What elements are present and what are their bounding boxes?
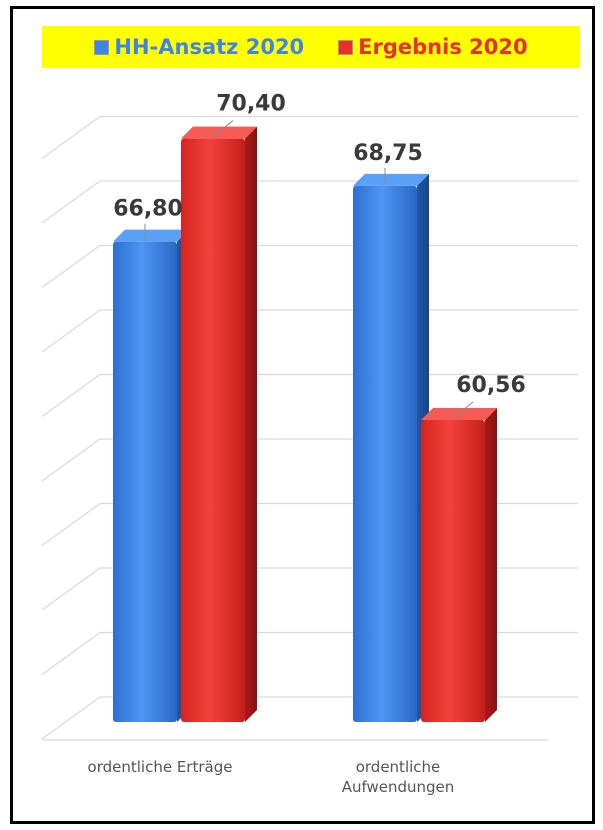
bar-front	[113, 241, 177, 722]
bar	[113, 229, 189, 722]
bar-side	[485, 408, 497, 722]
bar	[181, 126, 257, 723]
bar-top	[113, 229, 189, 242]
bar-front	[353, 185, 417, 723]
gridline-side	[41, 309, 101, 353]
bar	[353, 173, 429, 723]
gridline-side	[41, 438, 101, 482]
gridline-side	[41, 696, 101, 740]
category-label: ordentliche Erträge	[88, 758, 233, 776]
legend-label-ergebnis: Ergebnis 2020	[358, 35, 528, 59]
data-label: 70,40	[216, 92, 286, 117]
category-label: Aufwendungen	[342, 778, 455, 796]
gridline-side	[41, 374, 101, 417]
leader-line	[212, 120, 234, 138]
legend: HH-Ansatz 2020 Ergebnis 2020	[42, 26, 580, 68]
leader-line	[452, 401, 474, 419]
gridline-side	[41, 116, 101, 159]
legend-label-hh-ansatz: HH-Ansatz 2020	[114, 35, 305, 59]
chart-frame	[10, 6, 595, 824]
data-label: 66,80	[113, 197, 183, 222]
gridline-side	[41, 567, 101, 611]
data-label: 68,75	[353, 141, 423, 166]
legend-item-ergebnis: Ergebnis 2020	[338, 35, 528, 59]
gridline-side	[41, 180, 101, 224]
gridline-side	[41, 632, 101, 675]
bar-front	[421, 420, 485, 722]
data-label: 60,56	[456, 373, 526, 398]
bar-side	[245, 126, 257, 723]
bar-top	[181, 126, 257, 139]
gridline-side	[41, 245, 101, 288]
bar-top	[421, 408, 497, 421]
legend-swatch-blue-icon	[94, 39, 110, 55]
bar	[421, 408, 497, 722]
bar-top	[353, 173, 429, 186]
category-label: ordentliche	[356, 758, 441, 776]
bar-front	[181, 138, 245, 723]
legend-item-hh-ansatz: HH-Ansatz 2020	[94, 35, 304, 59]
gridline-side	[41, 503, 101, 546]
legend-swatch-red-icon	[338, 39, 354, 55]
